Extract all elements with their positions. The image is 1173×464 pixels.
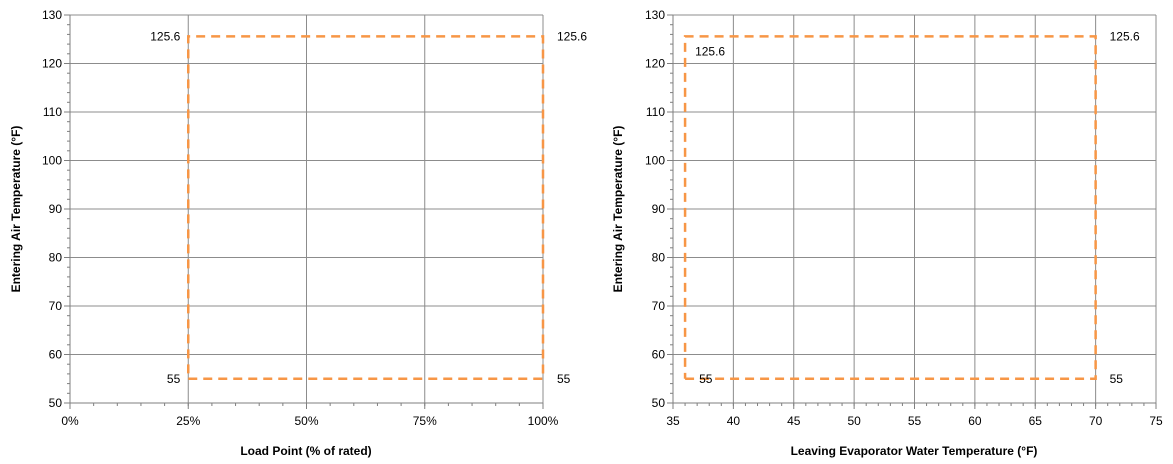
- series-line: [187, 35, 545, 380]
- data-label: 125.6: [1110, 29, 1140, 43]
- y-tick-label: 70: [49, 299, 63, 313]
- x-tick-label: 60: [968, 414, 982, 428]
- y-tick-label: 130: [645, 8, 665, 22]
- y-tick-label: 90: [652, 202, 666, 216]
- y-axis-title: Entering Air Temperature (°F): [611, 126, 625, 293]
- y-axis-title: Entering Air Temperature (°F): [9, 126, 23, 293]
- y-tick-label: 50: [652, 396, 666, 410]
- data-label: 125.6: [150, 29, 180, 43]
- x-axis-title: Leaving Evaporator Water Temperature (°F…: [791, 444, 1038, 458]
- data-label: 55: [1110, 372, 1124, 386]
- y-tick-label: 80: [49, 251, 63, 265]
- y-tick-label: 60: [49, 348, 63, 362]
- y-tick-label: 120: [645, 57, 665, 71]
- y-tick-label: 110: [646, 105, 665, 119]
- y-tick-label: 100: [42, 154, 62, 168]
- data-label: 55: [167, 372, 181, 386]
- y-tick-label: 50: [49, 396, 63, 410]
- x-tick-label: 65: [1029, 414, 1043, 428]
- data-label: 125.6: [557, 29, 587, 43]
- y-tick-label: 130: [42, 8, 62, 22]
- data-label: 125.6: [695, 44, 725, 58]
- data-label: 55: [557, 372, 571, 386]
- x-tick-label: 35: [666, 414, 680, 428]
- y-tick-label: 90: [49, 202, 63, 216]
- x-tick-label: 0%: [61, 414, 79, 428]
- x-tick-label: 70: [1089, 414, 1103, 428]
- data-label: 55: [699, 372, 713, 386]
- x-tick-label: 50: [847, 414, 861, 428]
- y-tick-label: 120: [42, 57, 62, 71]
- x-axis-title: Load Point (% of rated): [240, 444, 371, 458]
- x-tick-label: 50%: [294, 414, 318, 428]
- x-tick-label: 55: [908, 414, 922, 428]
- y-tick-label: 80: [652, 251, 666, 265]
- y-tick-label: 70: [652, 299, 666, 313]
- x-tick-label: 100%: [528, 414, 559, 428]
- x-tick-label: 75%: [413, 414, 437, 428]
- x-tick-label: 25%: [176, 414, 200, 428]
- x-tick-label: 45: [787, 414, 801, 428]
- x-tick-label: 75: [1149, 414, 1163, 428]
- x-tick-label: 40: [727, 414, 741, 428]
- y-tick-label: 60: [652, 348, 666, 362]
- chart-load-point: 50 60 70 80 90 100 110 120 130 0% 25% 50% 75% 100% Loa…: [9, 8, 587, 458]
- y-tick-label: 110: [43, 105, 62, 119]
- chart-leaving-water-temp: 50 60 70 80 90 100 110 120 130 35 40 45 50 55 60 65 70 75…: [611, 8, 1163, 458]
- series-line: [683, 35, 1097, 380]
- y-tick-label: 100: [645, 154, 665, 168]
